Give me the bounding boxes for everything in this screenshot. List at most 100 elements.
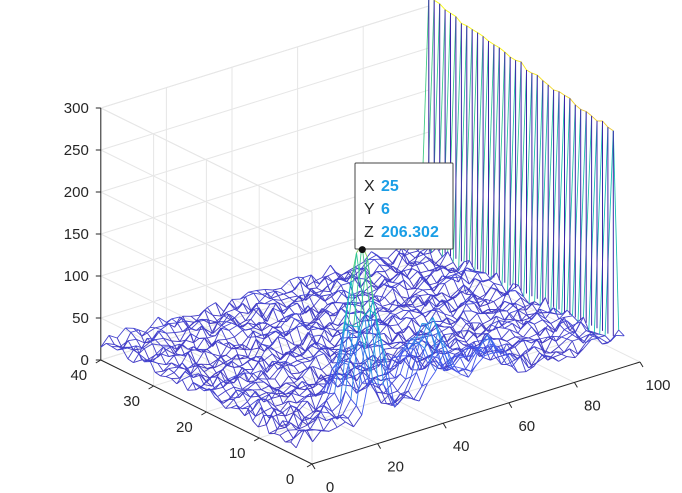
mesh-edge bbox=[267, 290, 276, 294]
mesh-edge bbox=[127, 345, 137, 360]
mesh-edge bbox=[358, 257, 368, 327]
mesh-edge bbox=[449, 355, 456, 360]
mesh-edge bbox=[289, 295, 298, 299]
mesh-edge bbox=[239, 376, 248, 383]
mesh-edge bbox=[528, 312, 538, 322]
mesh-edge bbox=[478, 347, 486, 356]
mesh-edge bbox=[280, 375, 289, 388]
mesh-edge bbox=[211, 355, 221, 368]
mesh-edge bbox=[447, 267, 454, 271]
mesh-edge bbox=[522, 326, 532, 338]
mesh-edge bbox=[329, 352, 336, 358]
mesh-edge bbox=[417, 271, 424, 279]
mesh-edge bbox=[446, 345, 453, 350]
mesh-edge bbox=[542, 336, 549, 344]
mesh-edge bbox=[255, 391, 262, 399]
mesh-edge bbox=[370, 284, 377, 290]
mesh-edge bbox=[386, 352, 396, 357]
mesh-edge bbox=[217, 338, 227, 341]
mesh-edge bbox=[397, 305, 404, 311]
mesh-edge bbox=[458, 270, 465, 283]
mesh-edge bbox=[335, 289, 345, 303]
mesh-edge bbox=[345, 320, 355, 351]
mesh-edge bbox=[285, 361, 295, 367]
mesh-edge bbox=[422, 288, 432, 291]
mesh-edge bbox=[347, 405, 357, 419]
mesh-edge bbox=[248, 291, 254, 294]
mesh-edge bbox=[301, 366, 311, 377]
mesh-edge bbox=[287, 429, 294, 439]
mesh-edge bbox=[138, 329, 145, 344]
mesh-edge bbox=[501, 56, 511, 286]
mesh-edge bbox=[343, 274, 353, 281]
mesh-edge bbox=[181, 379, 189, 391]
mesh-edge bbox=[397, 390, 404, 397]
mesh-edge bbox=[283, 306, 290, 315]
mesh-edge bbox=[452, 297, 459, 309]
mesh-edge bbox=[272, 360, 281, 363]
mesh-edge bbox=[280, 333, 287, 340]
mesh-edge bbox=[488, 272, 497, 280]
mesh-edge bbox=[460, 276, 467, 295]
mesh-edge bbox=[544, 327, 554, 333]
mesh-edge bbox=[392, 288, 402, 298]
mesh-edge bbox=[245, 309, 255, 321]
mesh-edge bbox=[274, 366, 284, 380]
mesh-edge bbox=[133, 327, 140, 331]
mesh-edge bbox=[138, 348, 145, 355]
mesh-edge bbox=[561, 318, 568, 322]
mesh-edge bbox=[432, 338, 442, 354]
mesh-edge bbox=[439, 3, 446, 10]
mesh-edge bbox=[414, 304, 423, 308]
datatip[interactable]: X 25 Y 6 Z 206.302 bbox=[354, 162, 454, 254]
mesh-edge bbox=[279, 435, 286, 443]
mesh-edge bbox=[291, 291, 298, 297]
mesh-edge bbox=[575, 104, 581, 110]
mesh-edge bbox=[397, 317, 407, 326]
mesh-edge bbox=[460, 317, 467, 324]
z-tick-label: 150 bbox=[64, 226, 89, 243]
mesh-edge bbox=[468, 349, 477, 357]
mesh-edge bbox=[347, 252, 357, 325]
mesh-edge bbox=[414, 307, 421, 314]
mesh-edge bbox=[487, 326, 497, 334]
mesh-edge bbox=[277, 427, 286, 430]
mesh-edge bbox=[376, 254, 383, 260]
mesh-edge bbox=[241, 407, 248, 410]
mesh-edge bbox=[299, 349, 309, 356]
mesh-edge bbox=[332, 337, 342, 350]
mesh-edge bbox=[244, 355, 251, 360]
mesh-edge bbox=[447, 251, 454, 263]
mesh-edge bbox=[258, 322, 265, 340]
mesh-edge bbox=[517, 309, 527, 316]
mesh-edge bbox=[204, 337, 211, 348]
mesh-edge bbox=[326, 368, 333, 393]
mesh-edge bbox=[460, 288, 470, 293]
mesh-edge bbox=[428, 268, 435, 272]
mesh-edge bbox=[215, 340, 224, 346]
mesh-edge bbox=[155, 325, 164, 329]
mesh-edge bbox=[236, 404, 243, 410]
mesh-edge bbox=[253, 292, 263, 295]
mesh-edge bbox=[555, 95, 565, 315]
mesh-edge bbox=[536, 333, 543, 344]
mesh-edge bbox=[482, 333, 488, 335]
mesh-edge bbox=[285, 405, 292, 417]
mesh-edge bbox=[285, 392, 292, 395]
mesh-edge bbox=[446, 317, 453, 328]
mesh-edge bbox=[432, 355, 439, 359]
mesh-edge bbox=[203, 388, 210, 392]
mesh-edge bbox=[304, 357, 311, 362]
mesh-edge bbox=[417, 256, 427, 265]
mesh-edge bbox=[468, 300, 475, 304]
mesh-edge bbox=[301, 362, 309, 369]
mesh-edge bbox=[555, 351, 565, 353]
mesh-edge bbox=[528, 338, 538, 352]
mesh-edge bbox=[306, 401, 314, 413]
mesh-edge bbox=[372, 382, 382, 404]
mesh-edge bbox=[509, 284, 519, 292]
mesh-edge bbox=[355, 348, 365, 406]
mesh-edge bbox=[512, 353, 521, 357]
x-tick-label: 0 bbox=[326, 479, 334, 493]
mesh-edge bbox=[321, 334, 331, 343]
